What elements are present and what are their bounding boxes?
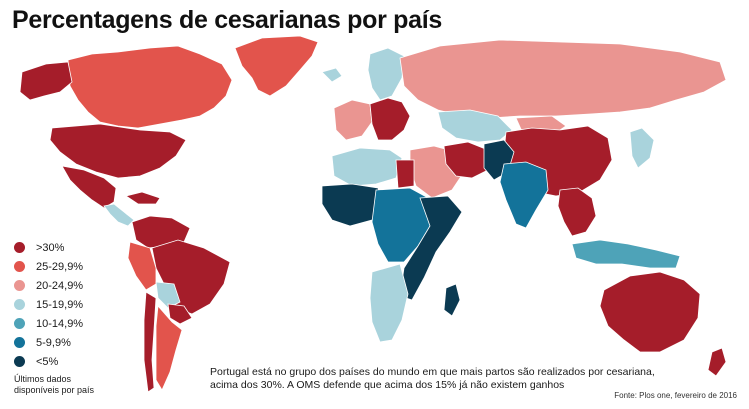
legend-swatch [14,261,25,272]
region-central-africa [371,187,433,263]
region-russia [399,39,727,119]
region-caribbean [125,191,161,205]
region-peru [127,241,157,291]
region-alaska [19,61,73,101]
region-argentina [155,305,183,391]
legend-item: 20-24,9% [14,276,83,295]
legend-label: 25-29,9% [36,260,84,273]
region-iceland [321,67,343,83]
legend-swatch [14,299,25,310]
legend-item: >30% [14,238,83,257]
region-india [499,161,549,229]
legend-swatch [14,356,25,367]
caption: Portugal está no grupo dos países do mun… [210,366,655,391]
legend-swatch [14,280,25,291]
legend-item: 25-29,9% [14,257,83,276]
region-egypt [395,159,415,189]
region-western-europe [333,99,373,141]
region-central-america [103,203,135,227]
map-title: Percentagens de cesarianas por país [12,6,442,34]
region-southern-africa [369,263,409,343]
region-canada [67,45,233,129]
region-indonesia [571,239,681,269]
legend-label: 15-19,9% [36,298,84,311]
legend-swatch [14,242,25,253]
region-madagascar [443,283,461,317]
region-north-africa [331,147,403,187]
legend: >30% 25-29,9% 20-24,9% 15-19,9% 10-14,9% 5-9,… [14,238,83,371]
region-australia [599,271,701,353]
region-southeast-asia [557,187,597,237]
region-east-africa [399,195,463,301]
region-iran [443,141,489,179]
region-greenland [234,35,319,97]
region-new-zealand [707,347,727,377]
region-paraguay [167,303,193,325]
legend-note: Últimos dados disponíveis por país [14,374,95,395]
legend-item: 15-19,9% [14,295,83,314]
legend-swatch [14,318,25,329]
region-central-europe [369,97,411,141]
region-usa [49,123,187,179]
region-central-asia [437,109,513,143]
source-credit: Fonte: Plos one, fevereiro de 2016 [614,391,737,400]
legend-item: 10-14,9% [14,314,83,333]
legend-item: <5% [14,352,83,371]
legend-swatch [14,337,25,348]
legend-label: 20-24,9% [36,279,84,292]
legend-label: >30% [36,241,65,254]
region-chile [143,291,157,393]
legend-item: 5-9,9% [14,333,83,352]
legend-label: 5-9,9% [36,336,71,349]
legend-label: <5% [36,355,59,368]
legend-label: 10-14,9% [36,317,84,330]
region-scandinavia [367,47,405,101]
region-japan [629,127,655,169]
